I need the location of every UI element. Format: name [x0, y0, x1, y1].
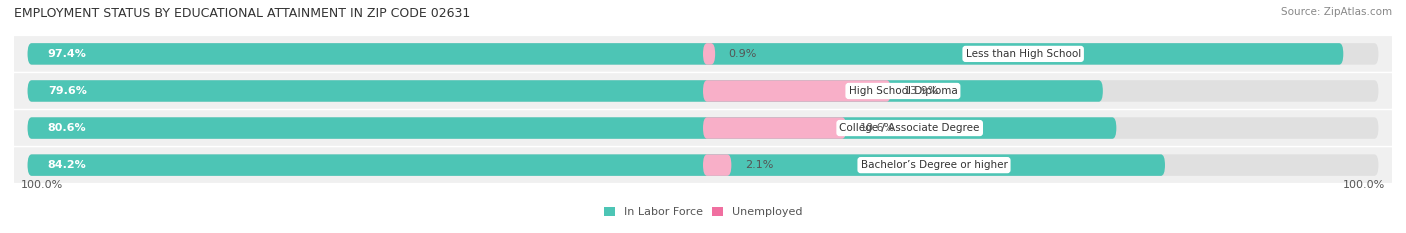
- Text: 13.9%: 13.9%: [904, 86, 939, 96]
- Text: 10.6%: 10.6%: [859, 123, 896, 133]
- Text: 97.4%: 97.4%: [48, 49, 87, 59]
- Text: 2.1%: 2.1%: [745, 160, 773, 170]
- FancyBboxPatch shape: [28, 80, 1378, 102]
- FancyBboxPatch shape: [28, 117, 1378, 139]
- Text: Bachelor’s Degree or higher: Bachelor’s Degree or higher: [860, 160, 1008, 170]
- FancyBboxPatch shape: [28, 80, 1102, 102]
- Text: 80.6%: 80.6%: [48, 123, 86, 133]
- Text: College / Associate Degree: College / Associate Degree: [839, 123, 980, 133]
- FancyBboxPatch shape: [28, 154, 1166, 176]
- FancyBboxPatch shape: [14, 36, 1392, 72]
- Text: 84.2%: 84.2%: [48, 160, 87, 170]
- FancyBboxPatch shape: [28, 43, 1378, 65]
- FancyBboxPatch shape: [28, 154, 1378, 176]
- Text: High School Diploma: High School Diploma: [849, 86, 957, 96]
- FancyBboxPatch shape: [28, 117, 1116, 139]
- Text: 79.6%: 79.6%: [48, 86, 87, 96]
- Legend: In Labor Force, Unemployed: In Labor Force, Unemployed: [599, 202, 807, 221]
- FancyBboxPatch shape: [703, 80, 891, 102]
- Text: 100.0%: 100.0%: [21, 181, 63, 191]
- FancyBboxPatch shape: [14, 110, 1392, 146]
- FancyBboxPatch shape: [703, 117, 846, 139]
- Text: 0.9%: 0.9%: [728, 49, 756, 59]
- FancyBboxPatch shape: [28, 43, 1343, 65]
- Text: Less than High School: Less than High School: [966, 49, 1081, 59]
- FancyBboxPatch shape: [703, 43, 716, 65]
- Text: EMPLOYMENT STATUS BY EDUCATIONAL ATTAINMENT IN ZIP CODE 02631: EMPLOYMENT STATUS BY EDUCATIONAL ATTAINM…: [14, 7, 471, 20]
- Text: Source: ZipAtlas.com: Source: ZipAtlas.com: [1281, 7, 1392, 17]
- Text: 100.0%: 100.0%: [1343, 181, 1385, 191]
- FancyBboxPatch shape: [14, 73, 1392, 109]
- FancyBboxPatch shape: [703, 154, 731, 176]
- FancyBboxPatch shape: [14, 147, 1392, 183]
